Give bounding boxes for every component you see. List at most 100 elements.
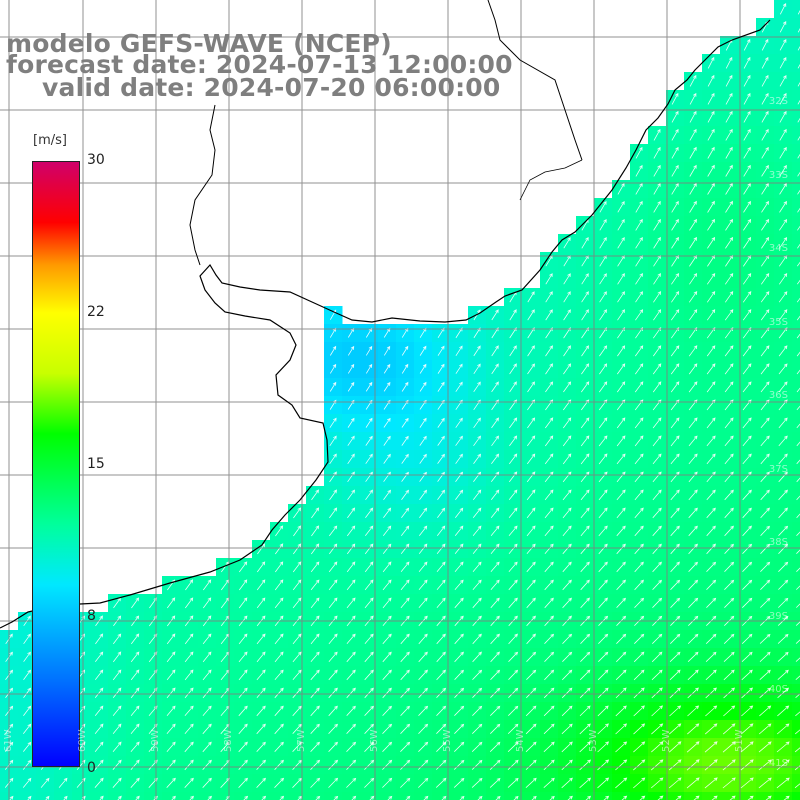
wind-arrow <box>202 669 212 681</box>
wind-arrow <box>437 453 445 464</box>
wind-arrow <box>562 417 572 429</box>
wind-arrow <box>525 705 537 717</box>
wind-arrow <box>383 363 391 374</box>
wind-arrow <box>705 633 717 644</box>
wind-arrow <box>418 525 428 537</box>
wind-arrow <box>651 741 664 753</box>
wind-arrow <box>238 597 248 609</box>
wind-arrow <box>742 291 752 303</box>
wind-arrow <box>454 633 464 645</box>
wind-arrow <box>617 200 625 213</box>
wind-arrow <box>202 651 212 663</box>
wind-arrow <box>419 417 427 428</box>
wind-arrow <box>544 525 554 537</box>
wind-arrow <box>292 561 302 573</box>
wind-arrow <box>472 705 483 716</box>
wind-arrow <box>617 345 626 357</box>
wind-arrow <box>382 777 393 788</box>
wind-arrow <box>580 435 590 447</box>
wind-arrow <box>705 651 717 662</box>
wind-arrow <box>94 651 104 663</box>
field-cell <box>522 792 541 800</box>
wind-arrow <box>545 345 553 357</box>
wind-arrow <box>310 741 320 752</box>
wind-arrow <box>562 579 572 591</box>
wind-arrow <box>579 741 591 753</box>
wind-arrow <box>689 200 697 213</box>
wind-arrow <box>508 561 518 573</box>
wind-arrow <box>633 687 645 699</box>
wind-arrow <box>652 579 662 590</box>
wind-arrow <box>455 381 463 392</box>
wind-arrow <box>256 651 266 663</box>
wind-arrow <box>292 633 302 645</box>
wind-arrow <box>364 687 374 699</box>
wind-arrow <box>238 741 248 753</box>
wind-arrow <box>760 417 770 429</box>
wind-arrow <box>419 489 428 500</box>
wind-arrow <box>670 471 680 483</box>
wind-arrow <box>328 525 338 537</box>
wind-arrow <box>778 291 788 303</box>
wind-arrow <box>274 579 284 591</box>
wind-arrow <box>94 705 104 717</box>
wind-arrow <box>544 453 554 465</box>
wind-arrow <box>615 705 627 717</box>
wind-arrow <box>797 63 800 69</box>
latitude-label: 38S <box>768 537 788 548</box>
wind-arrow <box>364 543 374 555</box>
wind-arrow <box>382 543 392 555</box>
wind-arrow <box>669 687 681 699</box>
wind-arrow <box>598 543 608 555</box>
wind-arrow <box>23 633 31 645</box>
wind-arrow <box>669 705 682 717</box>
wind-arrow <box>292 669 302 681</box>
country-border-line <box>487 0 583 161</box>
field-cell <box>630 792 649 800</box>
field-cell <box>252 792 271 800</box>
wind-arrow <box>22 777 32 788</box>
wind-arrow <box>651 651 663 663</box>
wind-arrow <box>743 218 752 231</box>
wind-arrow <box>437 381 445 392</box>
field-cell <box>432 792 451 800</box>
wind-arrow <box>94 759 104 770</box>
wind-arrow <box>112 777 122 788</box>
wind-arrow <box>455 489 464 500</box>
wind-arrow <box>274 759 284 770</box>
field-cell <box>90 792 109 800</box>
wind-arrow <box>437 345 445 356</box>
wind-arrow <box>347 345 355 356</box>
wind-arrow <box>796 279 800 285</box>
wind-arrow <box>202 597 212 609</box>
wind-arrow <box>567 795 573 800</box>
wind-arrow <box>687 687 699 699</box>
wind-arrow <box>777 705 790 717</box>
wind-arrow <box>383 453 391 464</box>
wind-arrow <box>670 417 680 429</box>
wind-arrow <box>758 741 772 753</box>
wind-arrow <box>777 669 789 680</box>
wind-arrow <box>724 417 734 429</box>
wind-arrow <box>310 687 320 699</box>
wind-arrow <box>562 489 572 501</box>
wind-arrow <box>743 200 751 213</box>
wind-arrow <box>688 543 698 555</box>
wind-arrow <box>724 597 735 608</box>
wind-arrow <box>184 651 194 663</box>
wind-arrow <box>328 723 338 734</box>
wind-arrow <box>797 207 800 213</box>
wind-arrow <box>310 759 321 770</box>
wind-arrow <box>310 597 320 609</box>
wind-arrow <box>598 561 608 573</box>
wind-arrow <box>687 723 700 735</box>
wind-arrow <box>761 182 769 195</box>
field-cell <box>792 0 800 19</box>
wind-arrow <box>490 597 500 609</box>
wind-arrow <box>760 543 771 554</box>
field-cell <box>792 738 800 757</box>
field-cell <box>792 342 800 361</box>
wind-arrow <box>40 777 50 788</box>
wind-arrow <box>653 291 662 303</box>
wind-arrow <box>653 164 661 177</box>
